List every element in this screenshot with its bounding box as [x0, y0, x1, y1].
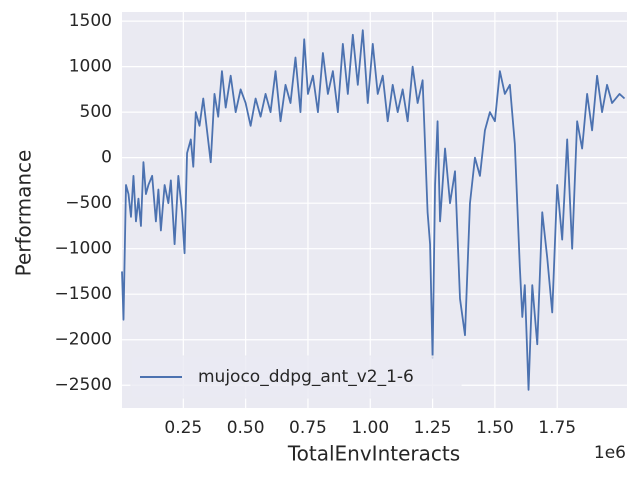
x-tick-label: 1.50	[476, 418, 514, 438]
legend-label: mujoco_ddpg_ant_v2_1-6	[198, 367, 414, 387]
plot-area	[122, 12, 627, 408]
y-tick-label: 500	[80, 102, 112, 122]
data-line	[121, 29, 626, 391]
x-tick-label: 0.25	[164, 418, 202, 438]
x-tick-label: 0.50	[227, 418, 265, 438]
y-tick-label: −1500	[54, 284, 112, 304]
y-tick-label: 0	[101, 148, 112, 168]
legend-box	[130, 355, 462, 399]
x-tick-label: 1.75	[538, 418, 576, 438]
y-tick-label: −2000	[54, 330, 112, 350]
x-tick-label: 1.25	[414, 418, 452, 438]
y-tick-label: −1000	[54, 239, 112, 259]
x-axis-label: TotalEnvInteracts	[287, 442, 460, 466]
x-offset-label: 1e6	[594, 443, 626, 463]
y-axis-label: Performance	[12, 150, 36, 277]
x-tick-label: 0.75	[289, 418, 327, 438]
x-tick-label: 1.00	[351, 418, 389, 438]
y-tick-label: 1500	[69, 11, 112, 31]
y-tick-label: −500	[65, 193, 112, 213]
y-tick-label: −2500	[54, 375, 112, 395]
y-tick-label: 1000	[69, 57, 112, 77]
